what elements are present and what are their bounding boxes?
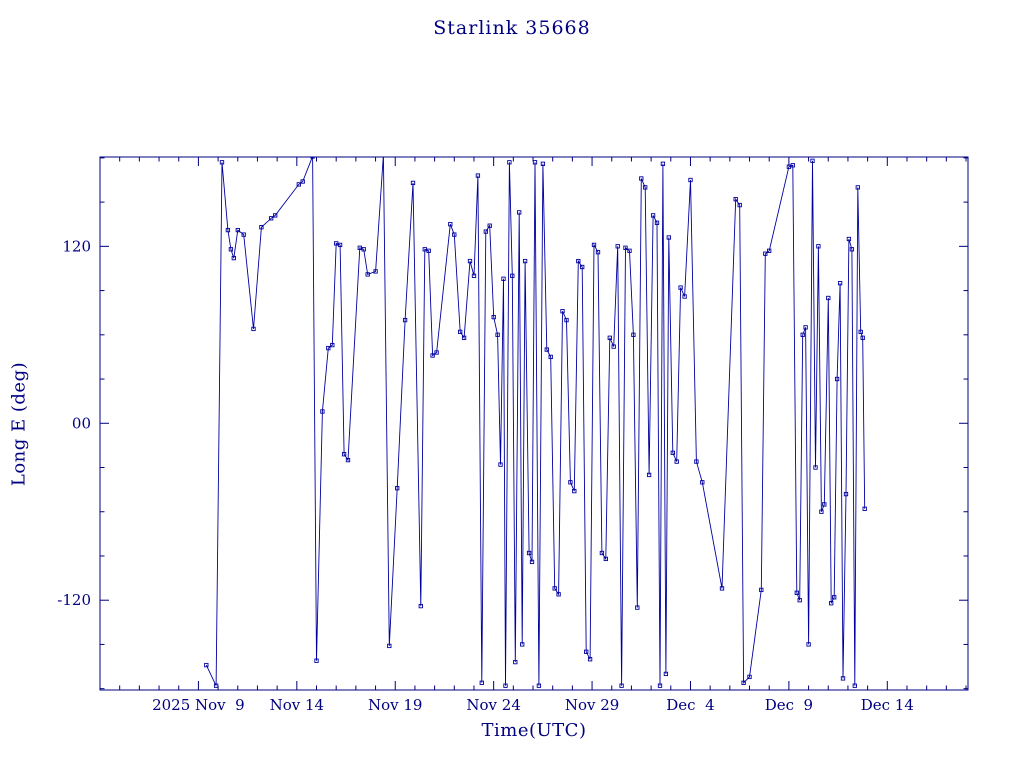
svg-text:2025 Nov 9: 2025 Nov 9 bbox=[152, 696, 245, 714]
svg-text:120: 120 bbox=[62, 237, 91, 255]
svg-text:-120: -120 bbox=[57, 591, 91, 609]
x-axis-label: Time(UTC) bbox=[481, 720, 587, 741]
svg-text:Nov 19: Nov 19 bbox=[368, 696, 423, 714]
svg-text:Dec 14: Dec 14 bbox=[861, 696, 914, 714]
svg-text:Dec 9: Dec 9 bbox=[765, 696, 813, 714]
svg-text:Nov 14: Nov 14 bbox=[270, 696, 325, 714]
svg-text:00: 00 bbox=[72, 414, 91, 432]
svg-text:Dec 4: Dec 4 bbox=[666, 696, 714, 714]
y-axis-label: Long E (deg) bbox=[8, 361, 30, 487]
svg-text:Nov 29: Nov 29 bbox=[565, 696, 620, 714]
svg-text:Nov 24: Nov 24 bbox=[466, 696, 521, 714]
chart-title: Starlink 35668 bbox=[433, 17, 591, 39]
